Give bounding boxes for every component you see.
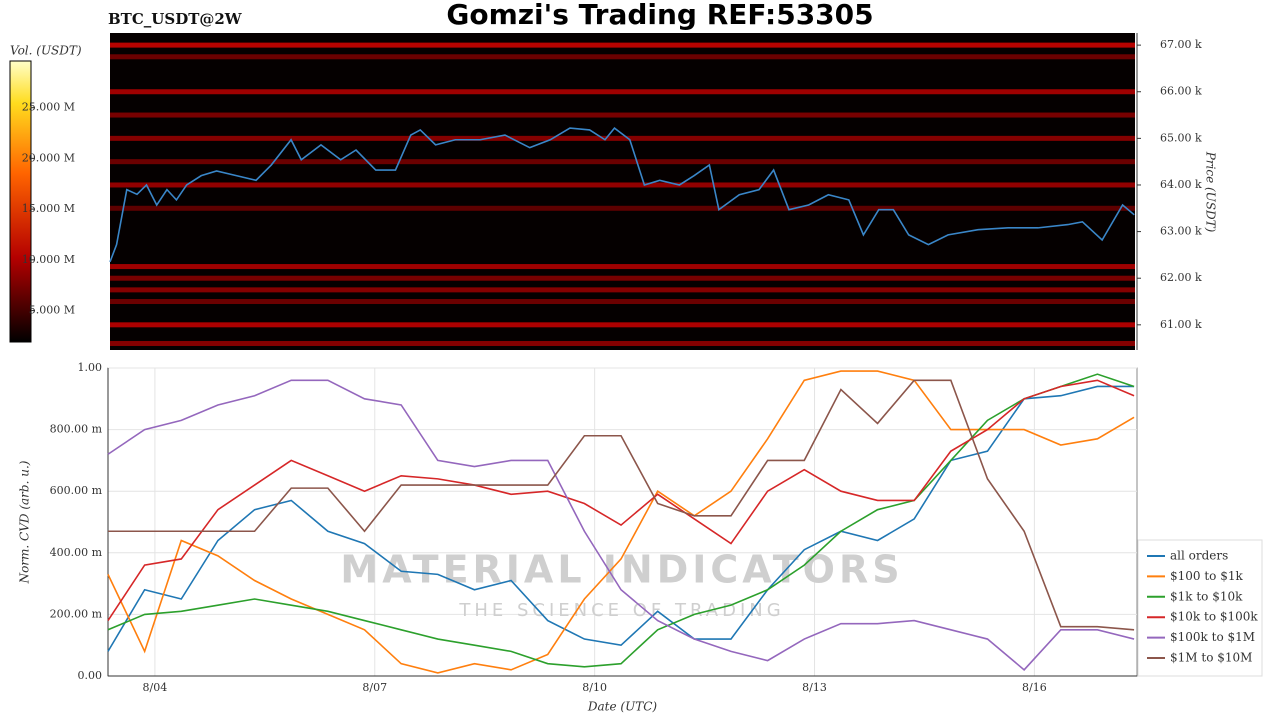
volume-band bbox=[110, 54, 1135, 60]
x-tick-label: 8/10 bbox=[582, 681, 607, 694]
volume-band bbox=[110, 287, 1135, 293]
volume-band bbox=[110, 89, 1135, 95]
y-tick-label: 66.00 k bbox=[1160, 85, 1202, 98]
x-tick-label: 8/16 bbox=[1022, 681, 1047, 694]
y-axis-label: Norm. CVD (arb. u.) bbox=[18, 460, 32, 584]
volume-band bbox=[110, 299, 1135, 305]
legend-label: all orders bbox=[1170, 549, 1228, 563]
y-tick-label: 400.00 m bbox=[50, 546, 103, 559]
colorbar-label: Vol. (USDT) bbox=[10, 44, 82, 58]
y-tick-label: 62.00 k bbox=[1160, 271, 1202, 284]
y-tick-label: 63.00 k bbox=[1160, 225, 1202, 238]
series-line bbox=[107, 379, 1135, 622]
series-line bbox=[107, 373, 1135, 668]
series-line bbox=[107, 370, 1135, 674]
series-line bbox=[108, 379, 1135, 631]
y-tick-label: 65.00 k bbox=[1160, 131, 1202, 144]
volume-band bbox=[110, 182, 1135, 188]
volume-band bbox=[110, 264, 1135, 270]
legend-box bbox=[1137, 539, 1263, 677]
y-axis-label: Price (USDT) bbox=[1204, 151, 1218, 233]
volume-band bbox=[110, 42, 1135, 48]
x-axis-label: Date (UTC) bbox=[587, 700, 657, 714]
colorbar-tick-label: 10.000 M bbox=[22, 253, 75, 266]
y-tick-label: 67.00 k bbox=[1160, 38, 1202, 51]
y-tick-label: 600.00 m bbox=[50, 484, 103, 497]
volume-band bbox=[110, 275, 1135, 281]
colorbar-tick-label: 5.000 M bbox=[29, 304, 75, 317]
y-tick-label: 64.00 k bbox=[1160, 178, 1202, 191]
y-tick-label: 0.00 bbox=[78, 669, 103, 682]
legend-label: $1M to $10M bbox=[1170, 651, 1252, 665]
x-tick-label: 8/07 bbox=[362, 681, 387, 694]
watermark: MATERIAL INDICATORS bbox=[340, 548, 903, 592]
legend-label: $10k to $100k bbox=[1170, 610, 1258, 624]
series-line bbox=[107, 379, 1135, 671]
colorbar-tick-label: 25.000 M bbox=[22, 101, 75, 114]
x-tick-label: 8/13 bbox=[802, 681, 827, 694]
volume-band bbox=[110, 340, 1135, 346]
y-tick-label: 61.00 k bbox=[1160, 318, 1202, 331]
colorbar-tick-label: 15.000 M bbox=[22, 202, 75, 215]
price-line bbox=[109, 126, 1135, 263]
colorbar bbox=[9, 60, 32, 343]
legend-label: $1k to $10k bbox=[1170, 589, 1243, 603]
heatmap-background bbox=[110, 33, 1135, 350]
volume-band bbox=[110, 322, 1135, 328]
y-tick-label: 1.00 bbox=[78, 361, 103, 374]
legend-label: $100k to $1M bbox=[1170, 630, 1255, 644]
x-tick-label: 8/04 bbox=[143, 681, 168, 694]
legend-label: $100 to $1k bbox=[1170, 569, 1243, 583]
volume-band bbox=[110, 112, 1135, 118]
y-tick-label: 800.00 m bbox=[50, 423, 103, 436]
colorbar-tick-label: 20.000 M bbox=[22, 151, 75, 164]
volume-band bbox=[110, 159, 1135, 165]
watermark: THE SCIENCE OF TRADING bbox=[458, 600, 784, 621]
y-tick-label: 200.00 m bbox=[50, 607, 103, 620]
volume-band bbox=[110, 205, 1135, 211]
symbol: BTC_USDT@2W bbox=[108, 10, 243, 28]
page-title: Gomzi's Trading REF:53305 bbox=[446, 0, 873, 31]
volume-band bbox=[110, 135, 1135, 141]
